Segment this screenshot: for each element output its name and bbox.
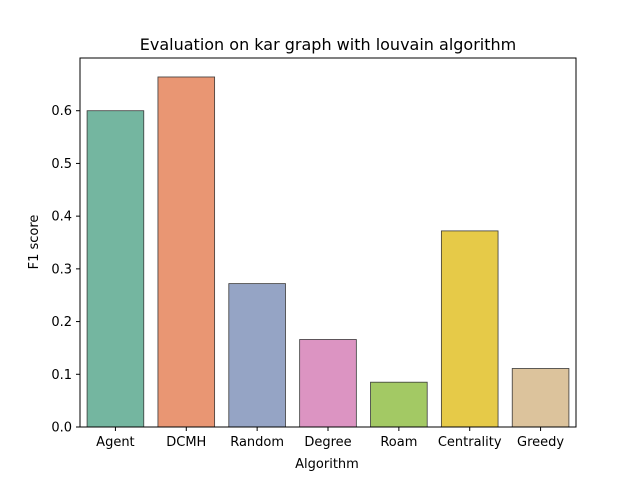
x-axis-label: Algorithm xyxy=(295,457,359,472)
bar-random xyxy=(228,283,286,428)
y-tick-label: 0.6 xyxy=(51,104,72,119)
bar-dcmh xyxy=(157,76,216,428)
x-tick-label: Roam xyxy=(380,435,417,450)
x-tick-label: Greedy xyxy=(517,435,564,450)
y-axis: 0.0 0.1 0.2 0.3 0.4 0.5 0.6 xyxy=(51,104,80,436)
y-tick-label: 0.5 xyxy=(51,157,72,172)
bar-greedy xyxy=(511,368,570,428)
bar-centrality xyxy=(440,230,499,428)
y-axis-label: F1 score xyxy=(27,215,42,270)
x-tick-label: Degree xyxy=(304,435,351,450)
x-tick-label: Random xyxy=(230,435,284,450)
x-tick-label: DCMH xyxy=(166,435,206,450)
y-tick-label: 0.2 xyxy=(51,315,72,330)
y-tick-label: 0.1 xyxy=(51,368,72,383)
y-tick-label: 0.4 xyxy=(51,210,72,225)
bar-roam xyxy=(370,381,428,428)
x-tick-label: Centrality xyxy=(438,435,502,450)
x-tick-label: Agent xyxy=(96,435,134,450)
bar-degree xyxy=(299,339,357,428)
y-tick-label: 0.0 xyxy=(51,421,72,436)
bar-agent xyxy=(86,110,145,428)
chart-title: Evaluation on kar graph with louvain alg… xyxy=(140,35,516,54)
x-axis: Agent DCMH Random Degree Roam Centrality Greed… xyxy=(96,427,564,450)
y-tick-label: 0.3 xyxy=(51,262,72,277)
bars-group xyxy=(86,76,570,428)
